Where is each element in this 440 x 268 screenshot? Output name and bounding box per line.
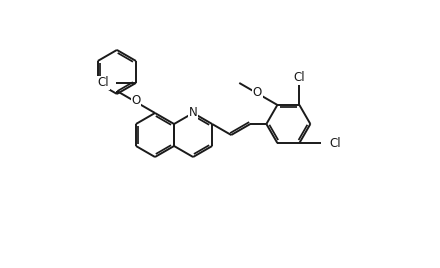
Text: Cl: Cl (98, 76, 109, 90)
Text: Cl: Cl (330, 137, 341, 150)
Text: O: O (253, 87, 262, 99)
Text: O: O (131, 95, 140, 107)
Text: Cl: Cl (293, 72, 305, 84)
Text: N: N (189, 106, 198, 120)
